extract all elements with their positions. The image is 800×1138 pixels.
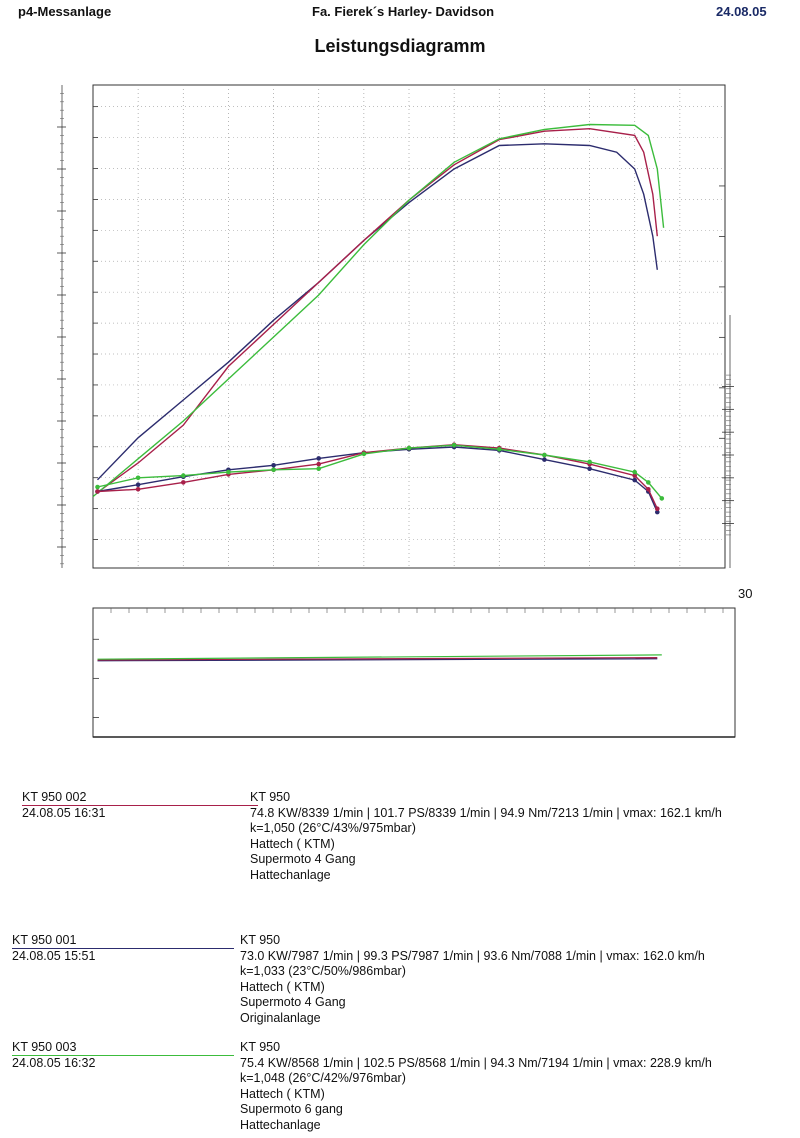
run-date: 24.08.05 16:32 bbox=[12, 1055, 96, 1070]
torque-point-1 bbox=[181, 480, 186, 485]
run-detail-line: KT 950 bbox=[240, 1040, 281, 1054]
run-detail-line: KT 950 bbox=[240, 933, 281, 947]
torque-point-1 bbox=[316, 461, 322, 467]
run-id: KT 950 001 bbox=[12, 933, 77, 947]
torque-point-2 bbox=[271, 467, 276, 473]
run-separator bbox=[22, 805, 258, 806]
torque-curve-0 bbox=[97, 446, 658, 513]
run-detail-line: Hattechanlage bbox=[250, 867, 331, 882]
torque-point-2 bbox=[646, 480, 651, 485]
torque-point-1 bbox=[135, 487, 141, 492]
run-id-block: KT 950 003 24.08.05 16:32 bbox=[12, 1040, 95, 1071]
power-curve-0 bbox=[96, 143, 658, 481]
torque-point-2 bbox=[659, 496, 665, 501]
torque-point-2 bbox=[316, 466, 322, 472]
torque-point-1 bbox=[632, 473, 637, 478]
lambda-curve-2 bbox=[97, 654, 662, 660]
torque-point-2 bbox=[497, 447, 502, 452]
torque-point-2 bbox=[632, 469, 637, 475]
header-center: Fa. Fierek´s Harley- Davidson bbox=[312, 4, 495, 19]
torque-point-2 bbox=[95, 484, 100, 490]
lambda-curve-1 bbox=[97, 657, 658, 661]
run-id: KT 950 002 bbox=[22, 790, 87, 804]
torque-point-2 bbox=[451, 442, 457, 448]
run-detail-line: k=1,048 (26°C/42%/976mbar) bbox=[240, 1071, 406, 1085]
run-detail-line: Hattech ( KTM) bbox=[240, 979, 325, 994]
power-chart: 30 bbox=[57, 84, 752, 738]
run-detail-line: Supermoto 4 Gang bbox=[240, 995, 346, 1009]
nm-axis-min-label: 30 bbox=[738, 586, 752, 601]
header-right: 24.08.05 bbox=[716, 4, 767, 19]
run-detail-line: Originalanlage bbox=[240, 1010, 321, 1025]
run-detail-line: k=1,033 (23°C/50%/986mbar) bbox=[240, 964, 406, 978]
torque-point-2 bbox=[406, 445, 412, 451]
run-separator bbox=[12, 1055, 234, 1056]
run-details: KT 950 75.4 KW/8568 1/min | 102.5 PS/8568… bbox=[240, 1040, 712, 1133]
torque-curve-2 bbox=[97, 444, 663, 499]
torque-point-0 bbox=[542, 457, 547, 462]
run-detail-line: KT 950 bbox=[250, 790, 291, 804]
run-id: KT 950 003 bbox=[12, 1040, 77, 1054]
run-detail-line: Hattechanlage bbox=[240, 1117, 321, 1132]
torque-point-2 bbox=[361, 451, 367, 457]
run-detail-line: k=1,050 (26°C/43%/975mbar) bbox=[250, 821, 416, 835]
torque-point-2 bbox=[542, 452, 547, 458]
run-date: 24.08.05 16:31 bbox=[22, 805, 106, 820]
run-detail-line: Supermoto 4 Gang bbox=[250, 852, 356, 866]
torque-point-2 bbox=[181, 473, 186, 478]
torque-point-1 bbox=[646, 487, 651, 492]
run-date: 24.08.05 15:51 bbox=[12, 948, 96, 963]
run-id-block: KT 950 001 24.08.05 15:51 bbox=[12, 933, 95, 964]
lambda-curve-0 bbox=[97, 658, 658, 662]
power-curve-1 bbox=[97, 127, 658, 493]
torque-point-0 bbox=[632, 477, 637, 483]
run-detail-line: 75.4 KW/8568 1/min | 102.5 PS/8568 1/min… bbox=[240, 1055, 712, 1070]
run-details: KT 950 74.8 KW/8339 1/min | 101.7 PS/8339… bbox=[250, 790, 722, 883]
torque-point-2 bbox=[226, 469, 231, 475]
torque-point-1 bbox=[655, 506, 660, 512]
run-separator bbox=[12, 948, 234, 949]
torque-point-0 bbox=[271, 463, 276, 468]
chart-title: Leistungsdiagramm bbox=[314, 36, 486, 56]
run-details: KT 950 73.0 KW/7987 1/min | 99.3 PS/7987 … bbox=[240, 933, 705, 1026]
run-detail-line: Hattech ( KTM) bbox=[250, 836, 335, 851]
torque-point-0 bbox=[655, 509, 660, 515]
run-id-block: KT 950 002 24.08.05 16:31 bbox=[22, 790, 105, 821]
run-detail-line: Supermoto 6 gang bbox=[240, 1102, 343, 1116]
power-curve-2 bbox=[92, 123, 665, 498]
torque-point-1 bbox=[95, 489, 100, 494]
lambda-frame bbox=[92, 607, 736, 738]
torque-point-0 bbox=[587, 466, 592, 472]
run-detail-line: Hattech ( KTM) bbox=[240, 1086, 325, 1101]
run-detail-line: 74.8 KW/8339 1/min | 101.7 PS/8339 1/min… bbox=[250, 805, 722, 820]
torque-point-0 bbox=[316, 456, 322, 461]
torque-point-0 bbox=[135, 482, 141, 488]
torque-point-2 bbox=[135, 475, 141, 481]
header-left: p4-Messanlage bbox=[18, 4, 112, 19]
torque-point-2 bbox=[587, 459, 592, 465]
run-detail-line: 73.0 KW/7987 1/min | 99.3 PS/7987 1/min … bbox=[240, 948, 705, 963]
